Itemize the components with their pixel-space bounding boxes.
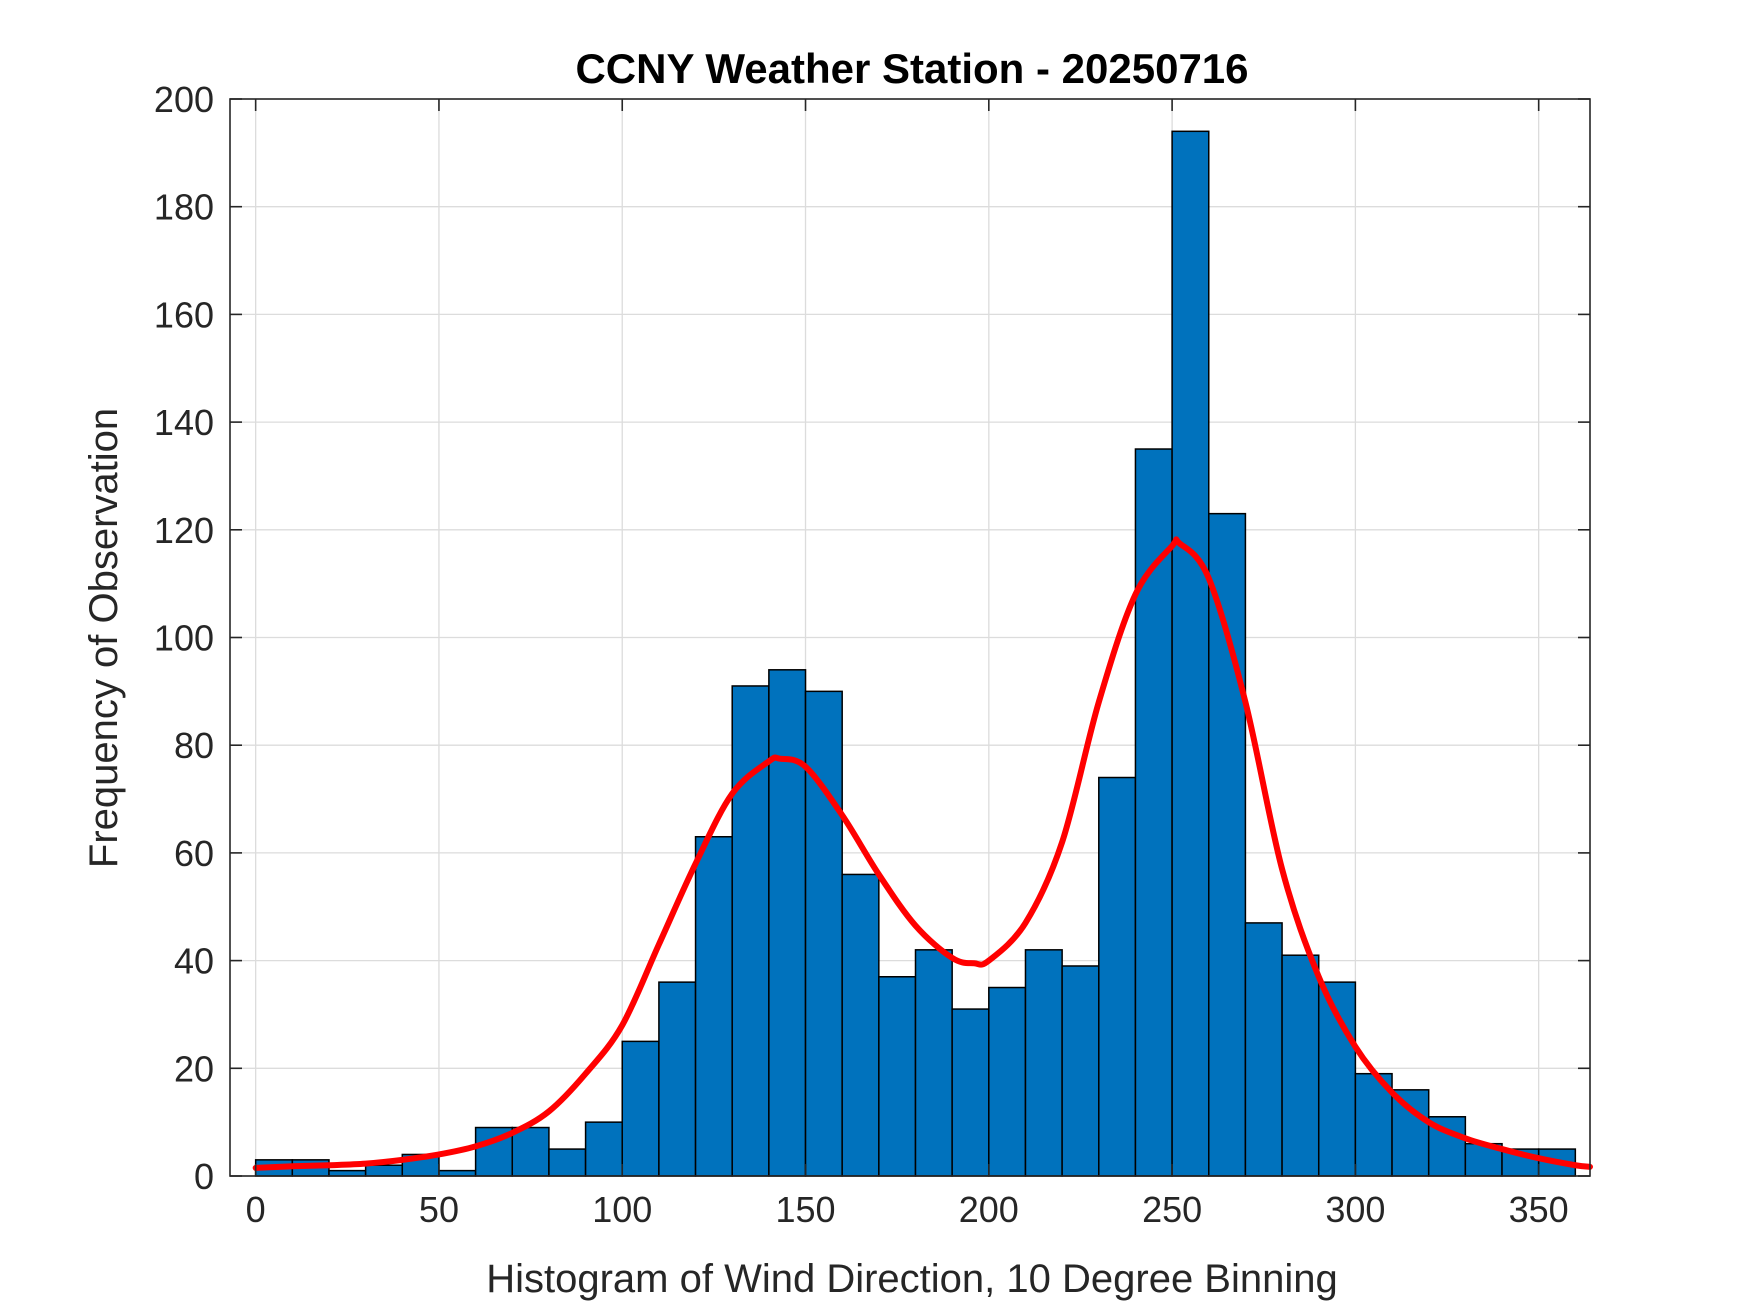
x-tick-label: 150 (775, 1189, 835, 1230)
y-tick-label: 120 (154, 510, 214, 551)
histogram-bar (1098, 776, 1137, 1177)
x-tick-label: 200 (959, 1189, 1019, 1230)
x-axis-label: Histogram of Wind Direction, 10 Degree B… (486, 1257, 1338, 1301)
histogram-bar (328, 1169, 367, 1177)
histogram-bar (694, 835, 733, 1177)
y-tick-label: 180 (154, 187, 214, 228)
histogram-bar (584, 1121, 623, 1177)
fit-curve-layer (252, 536, 1593, 1171)
histogram-bar (1281, 954, 1320, 1177)
histogram-bar (1134, 448, 1173, 1177)
x-tick-label: 50 (419, 1189, 459, 1230)
histogram-bar (1208, 512, 1247, 1177)
y-tick-label: 60 (174, 833, 214, 874)
histogram-bar (1244, 922, 1283, 1177)
histogram-bar (1171, 130, 1210, 1177)
x-tick-label: 100 (592, 1189, 652, 1230)
histogram-bar (658, 981, 697, 1177)
tick-marks (230, 98, 1590, 1177)
y-tick-labels: 0 20 40 60 80 100 120 140 160 180 200 (154, 79, 214, 1197)
histogram-bars (254, 130, 1577, 1177)
y-tick-label: 200 (154, 79, 214, 120)
histogram-bar (438, 1169, 477, 1177)
fit-curve-line (252, 536, 1593, 1171)
histogram-bar (951, 1008, 990, 1177)
histogram-bar (1061, 965, 1100, 1177)
y-tick-label: 160 (154, 294, 214, 335)
y-tick-label: 140 (154, 402, 214, 443)
histogram-bar (768, 669, 807, 1177)
chart-title: CCNY Weather Station - 20250716 (575, 45, 1248, 92)
histogram-bar (621, 1040, 660, 1177)
y-tick-label: 40 (174, 941, 214, 982)
y-tick-label: 100 (154, 618, 214, 659)
histogram-bar (841, 873, 880, 1177)
y-tick-label: 80 (174, 725, 214, 766)
x-tick-label: 0 (246, 1189, 266, 1230)
y-axis-label: Frequency of Observation (82, 408, 126, 868)
histogram-bar (364, 1164, 404, 1177)
histogram-bar (1024, 949, 1063, 1177)
x-tick-label: 300 (1325, 1189, 1385, 1230)
histogram-bar (988, 986, 1027, 1177)
y-tick-label: 20 (174, 1048, 214, 1089)
histogram-bar (548, 1148, 587, 1177)
x-tick-label: 350 (1509, 1189, 1569, 1230)
x-tick-label: 250 (1142, 1189, 1202, 1230)
histogram-bar (731, 685, 770, 1177)
histogram-bar (914, 949, 953, 1177)
x-tick-labels: 0 50 100 150 200 250 300 350 (246, 1189, 1569, 1230)
histogram-bar (511, 1126, 550, 1177)
histogram-bar (804, 690, 843, 1177)
histogram-bar (878, 976, 917, 1177)
y-tick-label: 0 (194, 1156, 214, 1197)
histogram-bar (1391, 1089, 1430, 1177)
